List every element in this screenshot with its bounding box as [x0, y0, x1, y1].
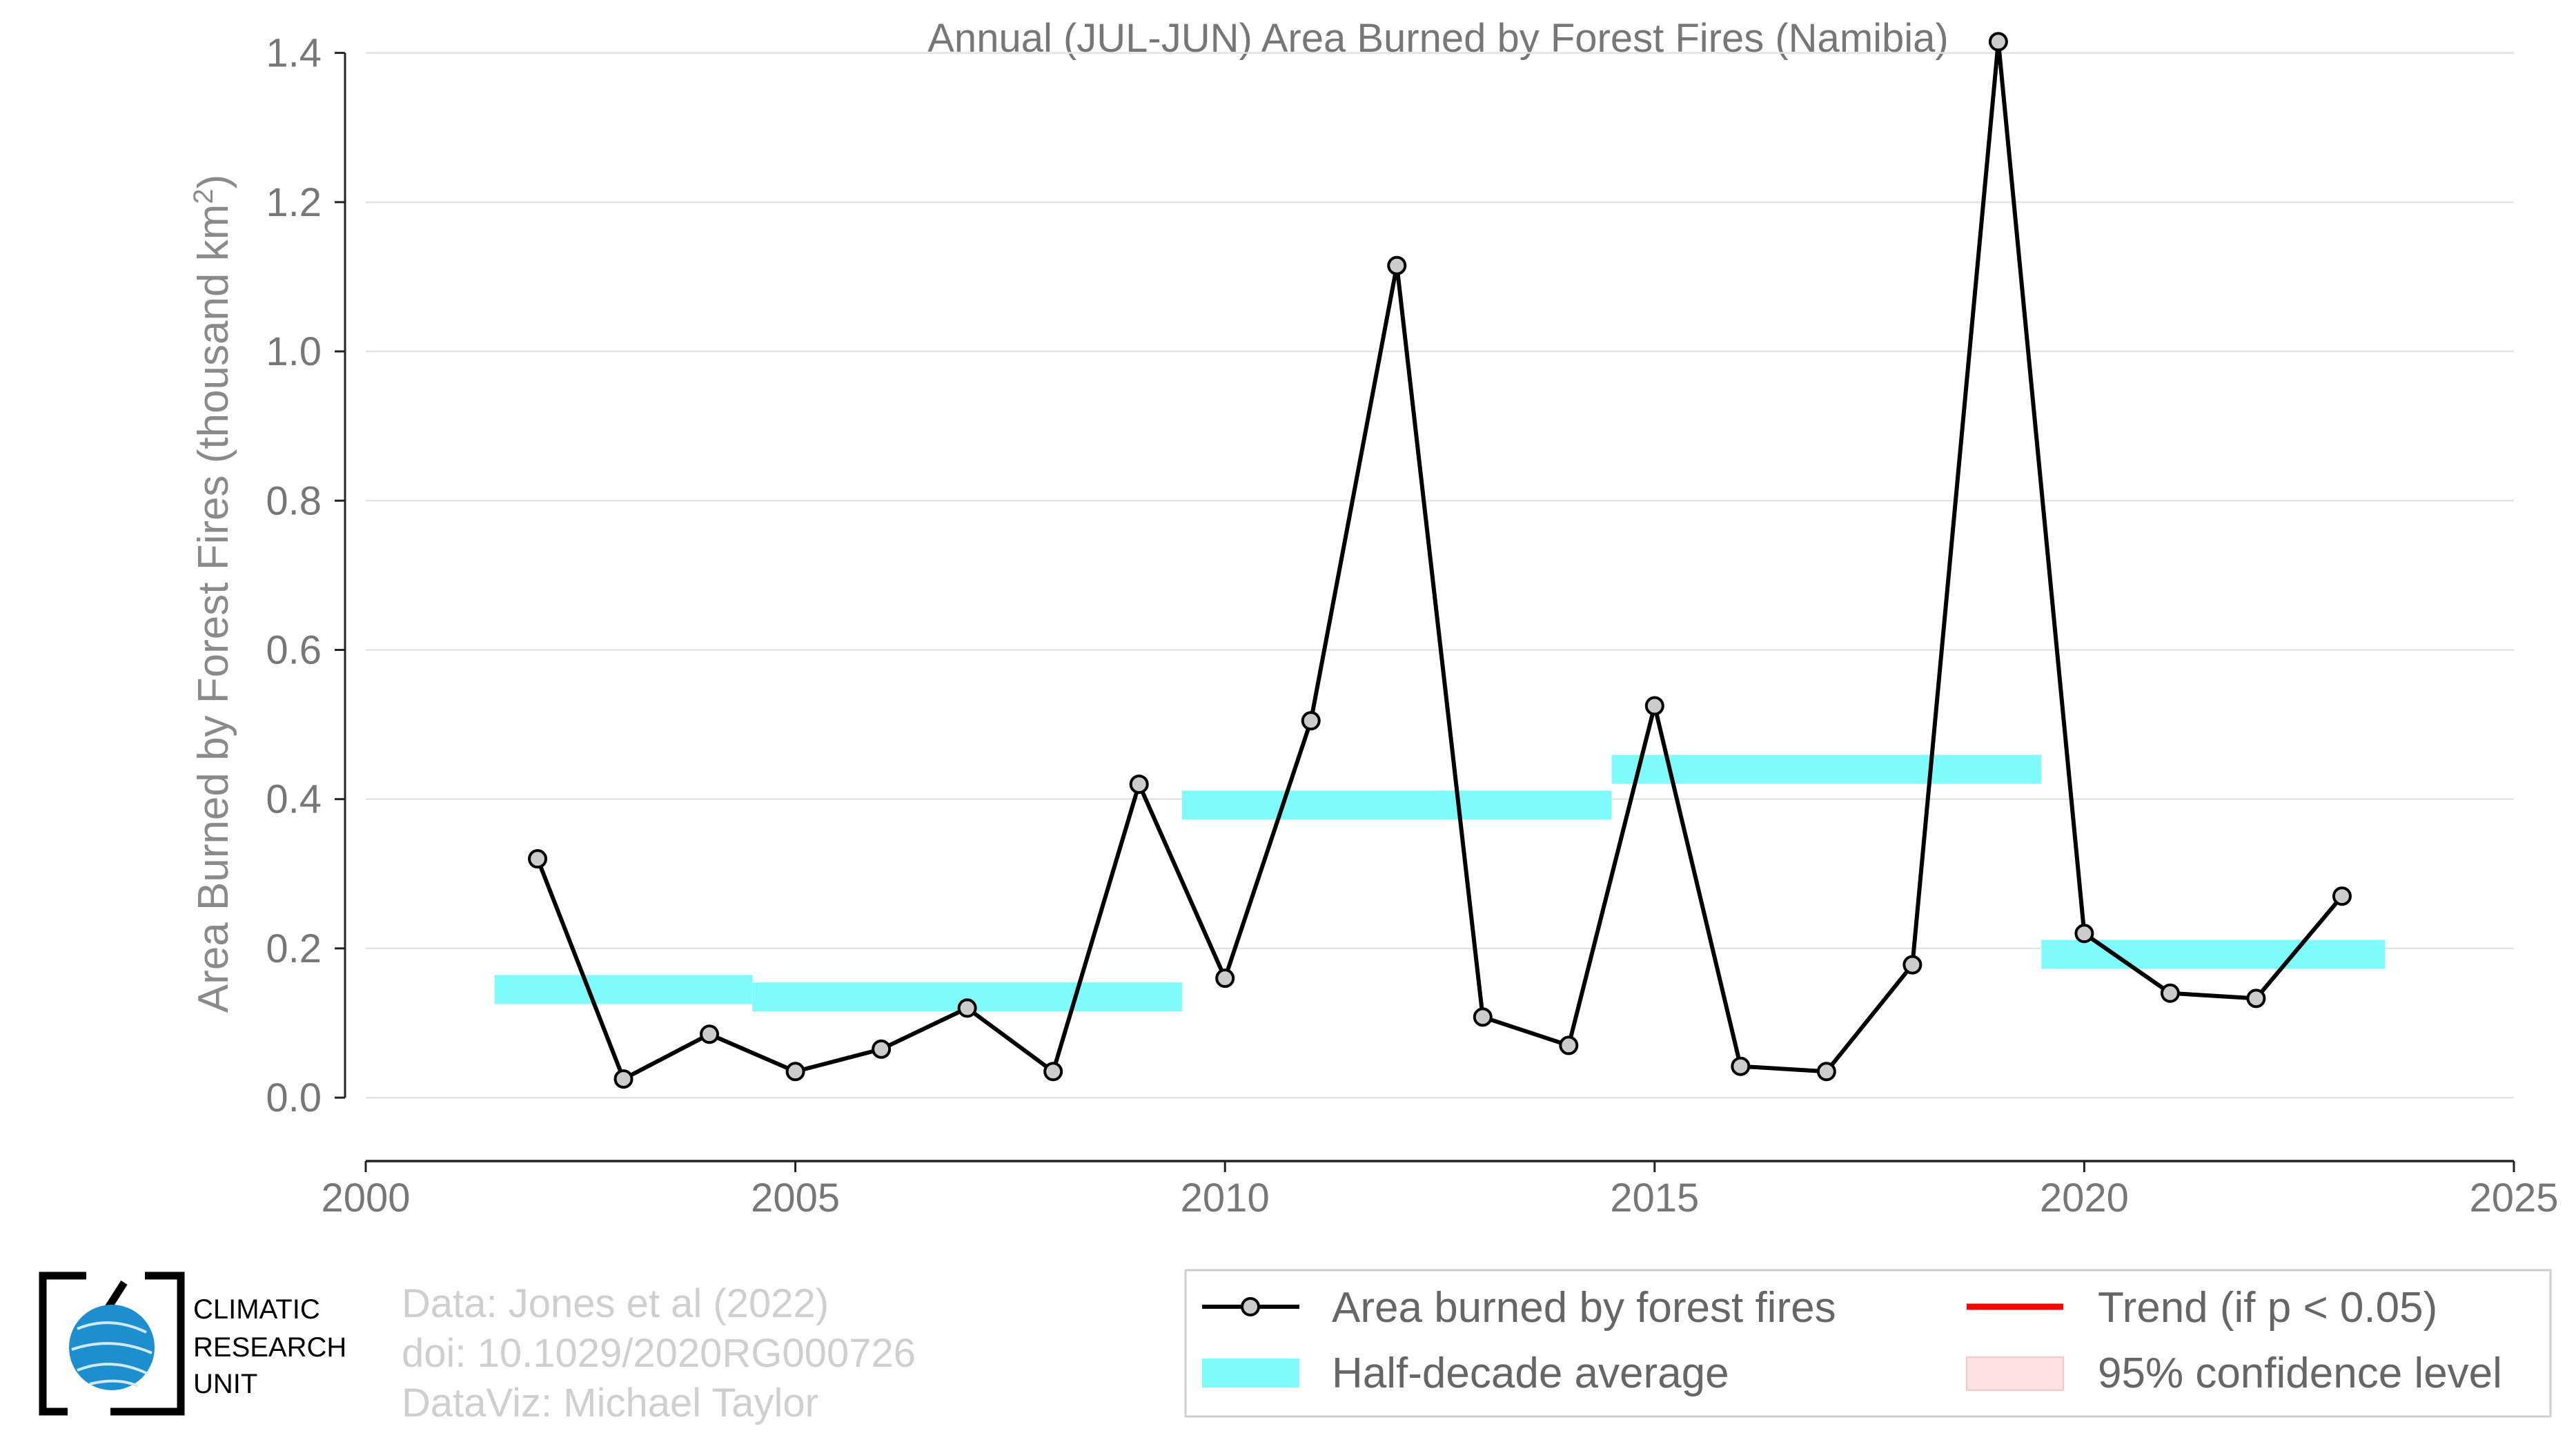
data-point: [1902, 955, 1923, 975]
legend-label-half-decade: Half-decade average: [1332, 1350, 1729, 1397]
x-tick-label: 2010: [1181, 1176, 1270, 1220]
legend-label-area-burned: Area burned by forest fires: [1332, 1284, 1836, 1332]
half-decade-band: [494, 975, 753, 1004]
data-point: [1215, 968, 1235, 989]
x-tick-label: 2005: [751, 1176, 840, 1220]
data-point: [1301, 711, 1321, 731]
logo-text-unit: UNIT: [193, 1369, 257, 1399]
y-axis-label: Area Burned by Forest Fires (thousand km…: [188, 175, 237, 1013]
data-point: [1644, 696, 1664, 716]
legend-half-decade-swatch: [1202, 1359, 1299, 1387]
data-point: [1988, 32, 2008, 52]
data-point: [1473, 1007, 1493, 1027]
data-point: [872, 1039, 892, 1059]
half-decade-band: [2041, 939, 2386, 969]
data-point: [1816, 1062, 1836, 1082]
data-point: [2074, 924, 2094, 944]
data-point: [1387, 255, 1407, 275]
data-point: [1129, 775, 1149, 795]
data-point: [1559, 1035, 1579, 1055]
y-tick-label: 0.2: [266, 926, 322, 971]
y-tick-label: 1.4: [266, 31, 322, 76]
credit-dataviz: DataViz: Michael Taylor: [402, 1381, 818, 1425]
y-tick-label: 0.8: [266, 478, 322, 523]
legend: Area burned by forest fires Trend (if p …: [1184, 1269, 2552, 1418]
data-point: [2332, 886, 2352, 906]
legend-label-trend: Trend (if p < 0.05): [2098, 1284, 2437, 1332]
logo-text-climatic: CLIMATIC: [193, 1294, 320, 1325]
x-tick-label: 2015: [1610, 1176, 1699, 1220]
credits: Data: Jones et al (2022) doi: 10.1029/20…: [402, 1281, 916, 1425]
y-ticks: 0.0 0.2 0.4 0.6 0.8 1.0 1.2 1.4: [266, 31, 346, 1120]
data-point: [613, 1069, 633, 1089]
series-line: [535, 39, 2344, 1082]
y-tick-label: 1.0: [266, 329, 322, 374]
cru-logo: CLIMATIC RESEARCH UNIT: [39, 1272, 346, 1416]
data-point: [957, 998, 977, 1018]
y-tick-label: 1.2: [266, 180, 322, 225]
credit-data: Data: Jones et al (2022): [402, 1281, 829, 1326]
chart-title: Annual (JUL-JUN) Area Burned by Forest F…: [927, 16, 1948, 61]
data-point: [1043, 1062, 1063, 1082]
half-decade-band: [1611, 754, 2042, 784]
x-tick-label: 2000: [321, 1176, 410, 1220]
data-series: [528, 32, 2352, 1089]
data-point: [2160, 983, 2180, 1003]
y-tick-label: 0.0: [266, 1075, 322, 1120]
legend-box: [1184, 1269, 2552, 1418]
legend-label-confidence: 95% confidence level: [2098, 1350, 2502, 1397]
logo-text-research: RESEARCH: [193, 1332, 346, 1363]
half-decade-band: [1181, 790, 1612, 820]
legend-confidence-swatch: [1966, 1356, 2064, 1391]
data-point: [528, 849, 548, 869]
x-tick-label: 2025: [2469, 1176, 2558, 1220]
half-decade-bands: [494, 754, 2386, 1012]
x-tick-label: 2020: [2040, 1176, 2129, 1220]
data-point: [785, 1062, 805, 1082]
data-point: [2246, 989, 2266, 1009]
y-tick-label: 0.6: [266, 627, 322, 672]
x-ticks: 2000 2005 2010 2015 2020 2025: [321, 1161, 2559, 1220]
globe-lines-icon: [71, 1321, 153, 1387]
data-point: [1731, 1056, 1751, 1076]
legend-marker: [1241, 1297, 1260, 1316]
credit-doi: doi: 10.1029/2020RG000726: [402, 1331, 916, 1376]
y-tick-label: 0.4: [266, 777, 322, 822]
data-point: [700, 1024, 720, 1044]
